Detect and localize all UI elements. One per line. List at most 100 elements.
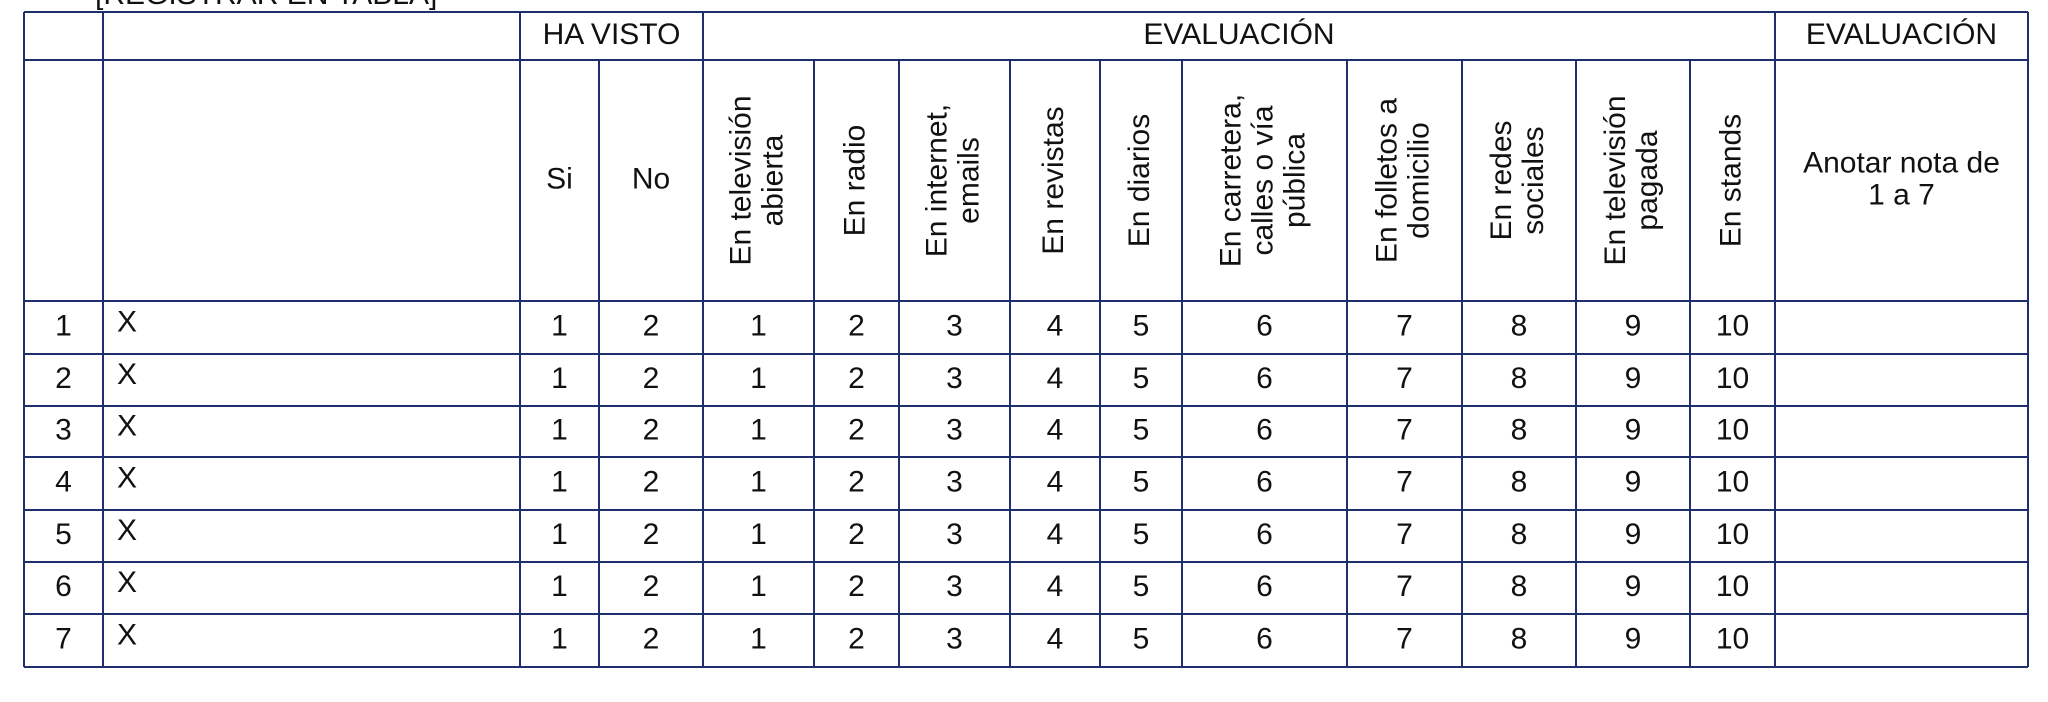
column-header: Si: [546, 162, 573, 195]
row-label: X: [117, 358, 137, 391]
cell-value: 3: [946, 622, 963, 655]
column-header: En carretera,: [1214, 94, 1247, 267]
cell-value: 3: [946, 309, 963, 342]
cell-value: 10: [1716, 570, 1749, 603]
row-number: 2: [55, 362, 72, 395]
column-header: En diarios: [1123, 114, 1156, 247]
column-header: calles o vía: [1246, 105, 1279, 255]
cell-value: 1: [750, 465, 767, 498]
cell-value: 10: [1716, 622, 1749, 655]
cell-value: 5: [1133, 465, 1150, 498]
cell-value: 3: [946, 465, 963, 498]
row-label: X: [117, 566, 137, 599]
cell-value: 9: [1625, 362, 1642, 395]
cell-value: 5: [1133, 413, 1150, 446]
cell-value: 1: [750, 518, 767, 551]
cell-value: 6: [1256, 465, 1273, 498]
row-label: X: [117, 409, 137, 442]
row-label: X: [117, 514, 137, 547]
cell-value: 7: [1396, 622, 1413, 655]
column-header: En internet,: [920, 104, 953, 257]
cell-value: 5: [1133, 570, 1150, 603]
cell-value: 1: [551, 518, 568, 551]
cell-value: 1: [750, 362, 767, 395]
cell-value: 9: [1625, 309, 1642, 342]
cell-value: 10: [1716, 413, 1749, 446]
cell-value: 1: [750, 622, 767, 655]
cell-value: 1: [551, 413, 568, 446]
row-number: 6: [55, 570, 72, 603]
column-header: sociales: [1517, 126, 1550, 234]
cell-value: 4: [1047, 309, 1064, 342]
row-label: X: [117, 305, 137, 338]
cell-value: 5: [1133, 309, 1150, 342]
cell-value: 8: [1511, 309, 1528, 342]
row-label: X: [117, 461, 137, 494]
column-header: domicilio: [1402, 122, 1435, 239]
cell-value: 9: [1625, 518, 1642, 551]
column-header: Anotar nota de: [1803, 146, 2000, 179]
cell-value: 6: [1256, 362, 1273, 395]
cell-value: 6: [1256, 309, 1273, 342]
row-number: 1: [55, 309, 72, 342]
cell-value: 2: [848, 362, 865, 395]
cell-value: 3: [946, 413, 963, 446]
column-header: En televisión: [724, 95, 757, 265]
cell-value: 10: [1716, 362, 1749, 395]
column-header: En folletos a: [1370, 98, 1403, 263]
cell-value: 1: [750, 413, 767, 446]
column-header: abierta: [756, 134, 789, 226]
cell-value: 7: [1396, 465, 1413, 498]
cell-value: 6: [1256, 570, 1273, 603]
row-number: 3: [55, 413, 72, 446]
cell-value: 10: [1716, 309, 1749, 342]
cell-value: 5: [1133, 362, 1150, 395]
column-header: 1 a 7: [1868, 178, 1935, 211]
cell-value: 7: [1396, 362, 1413, 395]
cell-value: 4: [1047, 362, 1064, 395]
cell-value: 6: [1256, 518, 1273, 551]
cell-value: 2: [848, 465, 865, 498]
cell-value: 5: [1133, 622, 1150, 655]
group-header: HA VISTO: [543, 18, 681, 51]
cell-value: 4: [1047, 570, 1064, 603]
row-number: 5: [55, 518, 72, 551]
cell-value: 5: [1133, 518, 1150, 551]
cell-value: 1: [750, 570, 767, 603]
cell-value: 10: [1716, 518, 1749, 551]
cell-value: 7: [1396, 570, 1413, 603]
cell-value: 1: [750, 309, 767, 342]
cell-value: 9: [1625, 465, 1642, 498]
row-number: 4: [55, 465, 72, 498]
cell-value: 2: [848, 518, 865, 551]
cell-value: 7: [1396, 413, 1413, 446]
cell-value: 2: [643, 518, 660, 551]
cell-value: 9: [1625, 570, 1642, 603]
cell-value: 4: [1047, 465, 1064, 498]
cell-value: 2: [643, 309, 660, 342]
row-label: X: [117, 618, 137, 651]
cell-value: 7: [1396, 518, 1413, 551]
column-header: En radio: [838, 125, 871, 237]
cell-value: 4: [1047, 622, 1064, 655]
group-header: EVALUACIÓN: [1143, 18, 1334, 51]
group-header: EVALUACIÓN: [1806, 18, 1997, 51]
column-header: En revistas: [1037, 106, 1070, 254]
column-header: No: [632, 162, 670, 195]
cell-value: 7: [1396, 309, 1413, 342]
caption: [REGISTRAR EN TABLA]: [95, 0, 437, 11]
cell-value: 2: [643, 622, 660, 655]
cell-value: 1: [551, 622, 568, 655]
column-header: pagada: [1631, 130, 1664, 230]
cell-value: 8: [1511, 413, 1528, 446]
cell-value: 2: [643, 570, 660, 603]
cell-value: 3: [946, 570, 963, 603]
cell-value: 3: [946, 518, 963, 551]
cell-value: 8: [1511, 622, 1528, 655]
column-header: En redes: [1485, 120, 1518, 240]
column-header: emails: [952, 137, 985, 224]
cell-value: 4: [1047, 413, 1064, 446]
cell-value: 8: [1511, 465, 1528, 498]
cell-value: 1: [551, 309, 568, 342]
